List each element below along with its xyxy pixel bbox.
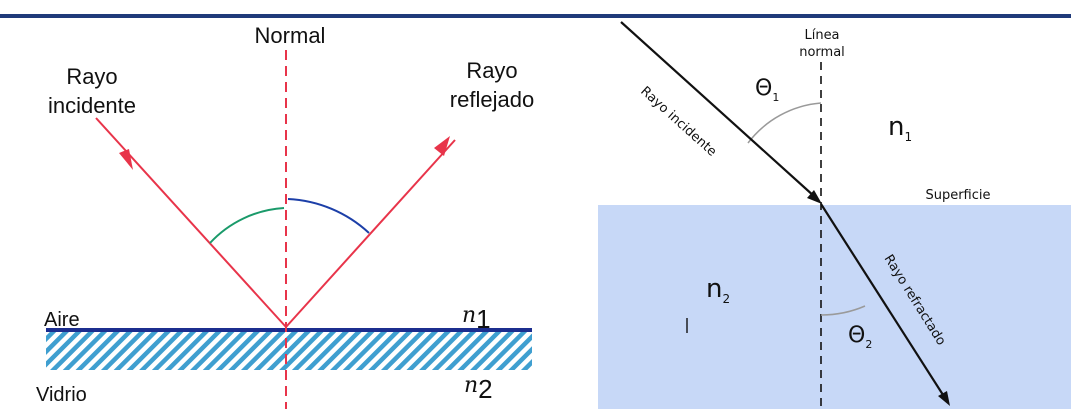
theta2-label: Θ2: [848, 323, 872, 351]
refraction-incident-arrowhead: [807, 190, 822, 204]
reflection-n1-label: n1: [462, 303, 491, 334]
reflection-n2-label: n2: [464, 373, 493, 404]
theta1-arc: [747, 102, 822, 144]
reflection-panel: Normal Rayo incidente Rayo reflejado Air…: [36, 23, 534, 409]
refraction-n1-label: n1: [888, 112, 912, 144]
reflection-normal-label: Normal: [255, 23, 326, 48]
refracted-ray-arrowhead: [938, 391, 950, 406]
refraction-normal-label-line2: normal: [799, 45, 845, 60]
incident-label-line1: Rayo: [66, 64, 117, 89]
reflected-ray: [285, 139, 456, 328]
surface-label: Superficie: [925, 188, 990, 203]
refraction-incident-ray: [620, 21, 816, 198]
medium-glass-label: Vidrio: [36, 384, 87, 406]
reflected-ray-arrowhead: [434, 136, 450, 156]
refraction-panel: Línea normal Rayo incidente Rayo refract…: [598, 21, 1071, 409]
refraction-n2-label: n2: [706, 274, 730, 306]
theta1-label: Θ1: [755, 76, 779, 104]
incident-ray-arrowhead: [119, 149, 133, 170]
theta2-arc: [820, 305, 866, 316]
reflected-label-line1: Rayo: [466, 58, 517, 83]
reflected-label-line2: reflejado: [450, 87, 534, 112]
incident-label-line2: incidente: [48, 93, 136, 118]
incidence-angle-arc: [209, 207, 285, 244]
glass-hatch: [46, 332, 532, 370]
reflection-angle-arc: [287, 198, 370, 234]
medium-air-label: Aire: [44, 309, 80, 331]
refraction-normal-label-line1: Línea: [804, 28, 839, 43]
refracted-ray: [820, 203, 946, 399]
refraction-incident-ray-label: Rayo incidente: [637, 84, 719, 160]
medium-2-area: [598, 205, 1071, 409]
incident-ray: [95, 117, 287, 328]
top-bar: [0, 14, 1071, 18]
